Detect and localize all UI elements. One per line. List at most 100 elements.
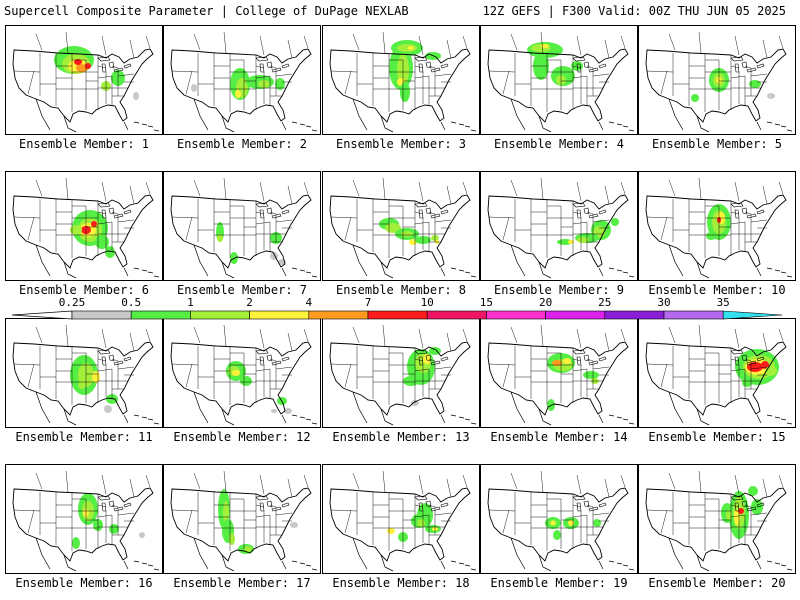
island — [299, 269, 306, 272]
legend-swatch — [545, 310, 606, 320]
member-map-svg — [329, 31, 477, 133]
island — [774, 416, 781, 419]
great-lake — [113, 506, 124, 512]
great-lake — [572, 56, 586, 62]
island — [464, 418, 471, 421]
scp-field — [379, 218, 439, 245]
scp-contour — [552, 360, 562, 366]
island — [141, 269, 148, 272]
legend-swatch — [130, 310, 191, 320]
great-lake — [576, 502, 582, 512]
mexico-coast — [510, 244, 526, 277]
province-border — [193, 33, 201, 51]
island — [147, 271, 154, 274]
province-border — [259, 328, 265, 349]
legend-tick-label: 7 — [364, 296, 372, 309]
ensemble-member-panel: Ensemble Member: 6 — [5, 171, 163, 297]
scp-contour — [229, 533, 235, 545]
basemap — [645, 324, 793, 426]
ensemble-member-panel: Ensemble Member: 7 — [163, 171, 321, 297]
scp-contour — [568, 240, 574, 244]
great-lake — [730, 202, 744, 208]
member-map-svg — [645, 470, 793, 572]
island — [766, 121, 773, 124]
mexico-coast — [123, 560, 129, 570]
state-border — [572, 211, 582, 215]
province-border — [668, 472, 676, 490]
province-border — [303, 474, 309, 488]
member-map-svg — [487, 470, 635, 572]
scp-contour — [232, 370, 240, 376]
mexico-coast — [63, 115, 77, 133]
province-border — [193, 326, 201, 344]
state-border — [171, 70, 199, 73]
province-border — [576, 328, 582, 349]
ensemble-member-panel: Ensemble Member: 20 — [638, 464, 796, 590]
scp-contour — [133, 92, 139, 100]
great-lake — [266, 61, 273, 69]
state-border — [428, 504, 436, 508]
member-caption: Ensemble Member: 14 — [490, 430, 628, 444]
scp-contour — [734, 509, 740, 525]
state-border — [117, 73, 135, 77]
state-border — [344, 509, 352, 534]
state-border — [572, 358, 582, 362]
member-map — [480, 464, 638, 574]
great-lake — [97, 349, 111, 355]
great-lake — [440, 356, 449, 362]
province-border — [698, 470, 702, 493]
member-map-svg — [12, 470, 160, 572]
state-border — [255, 358, 265, 362]
great-lake — [101, 356, 107, 366]
mexico-coast — [668, 244, 684, 277]
state-border — [111, 504, 119, 508]
province-border — [620, 35, 626, 49]
state-border — [646, 363, 674, 366]
mexico-coast — [193, 537, 209, 570]
mexico-coast — [440, 414, 446, 424]
province-border — [223, 177, 227, 200]
island — [622, 125, 629, 128]
legend-tick-label: 25 — [598, 296, 612, 309]
scp-contour — [751, 499, 763, 515]
province-border — [65, 177, 69, 200]
province-border — [734, 35, 740, 56]
state-border — [97, 221, 113, 225]
mexico-coast — [63, 261, 77, 279]
state-border — [434, 512, 452, 516]
mexico-coast — [440, 121, 446, 131]
state-border — [97, 75, 113, 79]
member-map-svg — [329, 177, 477, 279]
province-border — [303, 35, 309, 49]
state-border — [13, 70, 41, 73]
scp-contour — [568, 520, 574, 526]
scp-contour — [738, 508, 744, 514]
state-border — [502, 509, 510, 534]
province-border — [145, 328, 151, 342]
province-border — [287, 332, 293, 352]
scp-field — [191, 68, 285, 100]
state-border — [117, 219, 135, 223]
mexico-coast — [123, 267, 129, 277]
scp-contour — [244, 546, 252, 552]
scp-field — [527, 42, 583, 86]
province-border — [576, 35, 582, 56]
state-border — [502, 70, 510, 95]
island — [450, 414, 457, 417]
mexico-coast — [598, 267, 604, 277]
island — [458, 269, 465, 272]
great-lake — [281, 502, 290, 508]
state-border — [255, 75, 271, 79]
member-map-svg — [645, 324, 793, 426]
basemap — [329, 177, 477, 279]
province-border — [65, 324, 69, 347]
mexico-coast — [35, 244, 51, 277]
state-border — [255, 211, 265, 215]
scp-contour — [91, 221, 97, 227]
us-coastline — [12, 48, 154, 123]
mexico-coast — [35, 98, 51, 131]
great-lake — [746, 67, 757, 73]
province-border — [259, 35, 265, 56]
mexico-coast — [696, 408, 710, 426]
mexico-coast — [35, 537, 51, 570]
